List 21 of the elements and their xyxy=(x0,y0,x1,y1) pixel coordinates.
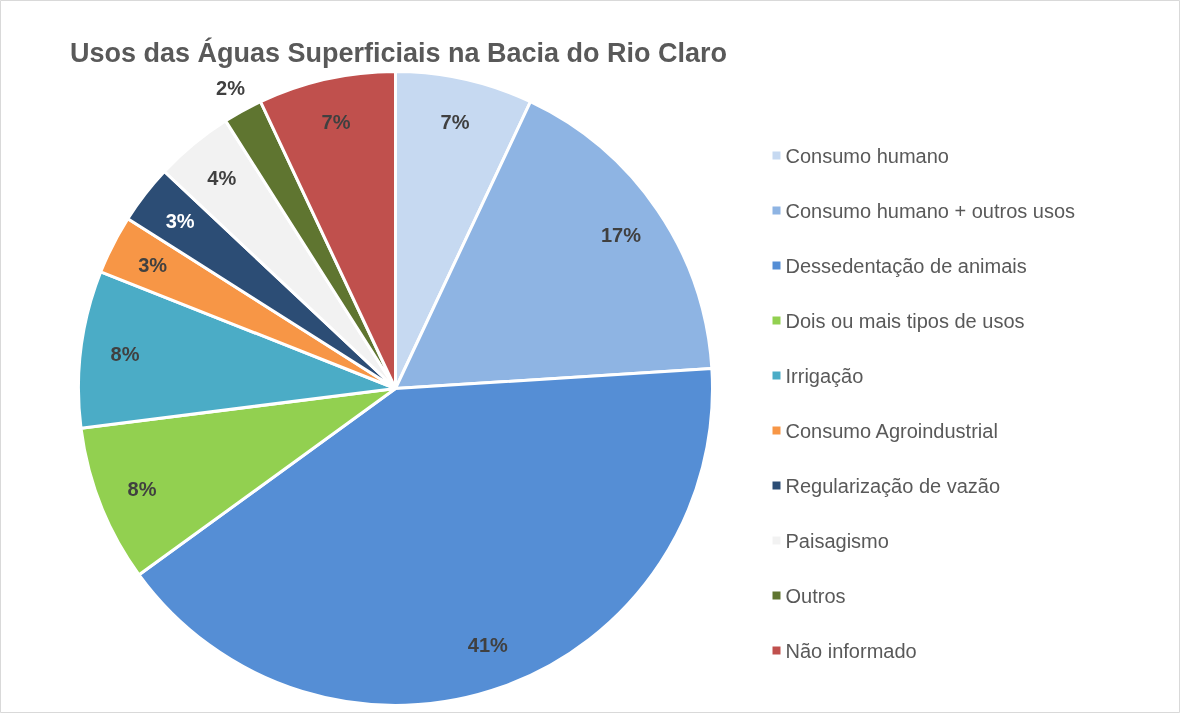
data-label: 8% xyxy=(110,343,140,366)
data-label: 8% xyxy=(127,477,157,500)
data-label: 7% xyxy=(321,111,351,134)
chart-title: Usos das Águas Superficiais na Bacia do Rio Claro xyxy=(69,36,728,68)
data-label: 3% xyxy=(138,253,168,276)
legend-label: Consumo Agroindustrial xyxy=(785,419,998,442)
legend-label: Dessedentação de animais xyxy=(785,254,1027,277)
legend-label: Consumo humano + outros usos xyxy=(785,199,1076,222)
data-label: 7% xyxy=(440,111,470,134)
data-label: 2% xyxy=(216,77,246,100)
data-label: 3% xyxy=(165,210,195,233)
legend-label: Outros xyxy=(785,584,846,607)
legend-label: Consumo humano xyxy=(785,144,949,167)
data-label: 4% xyxy=(207,167,237,190)
data-label: 17% xyxy=(600,224,642,247)
data-label: 41% xyxy=(467,634,509,656)
legend-label: Regularização de vazão xyxy=(785,474,1001,497)
legend-label: Paisagismo xyxy=(785,529,889,552)
legend-label: Não informado xyxy=(785,639,917,662)
legend-label: Irrigação xyxy=(785,364,864,387)
legend-label: Dois ou mais tipos de usos xyxy=(785,309,1025,332)
